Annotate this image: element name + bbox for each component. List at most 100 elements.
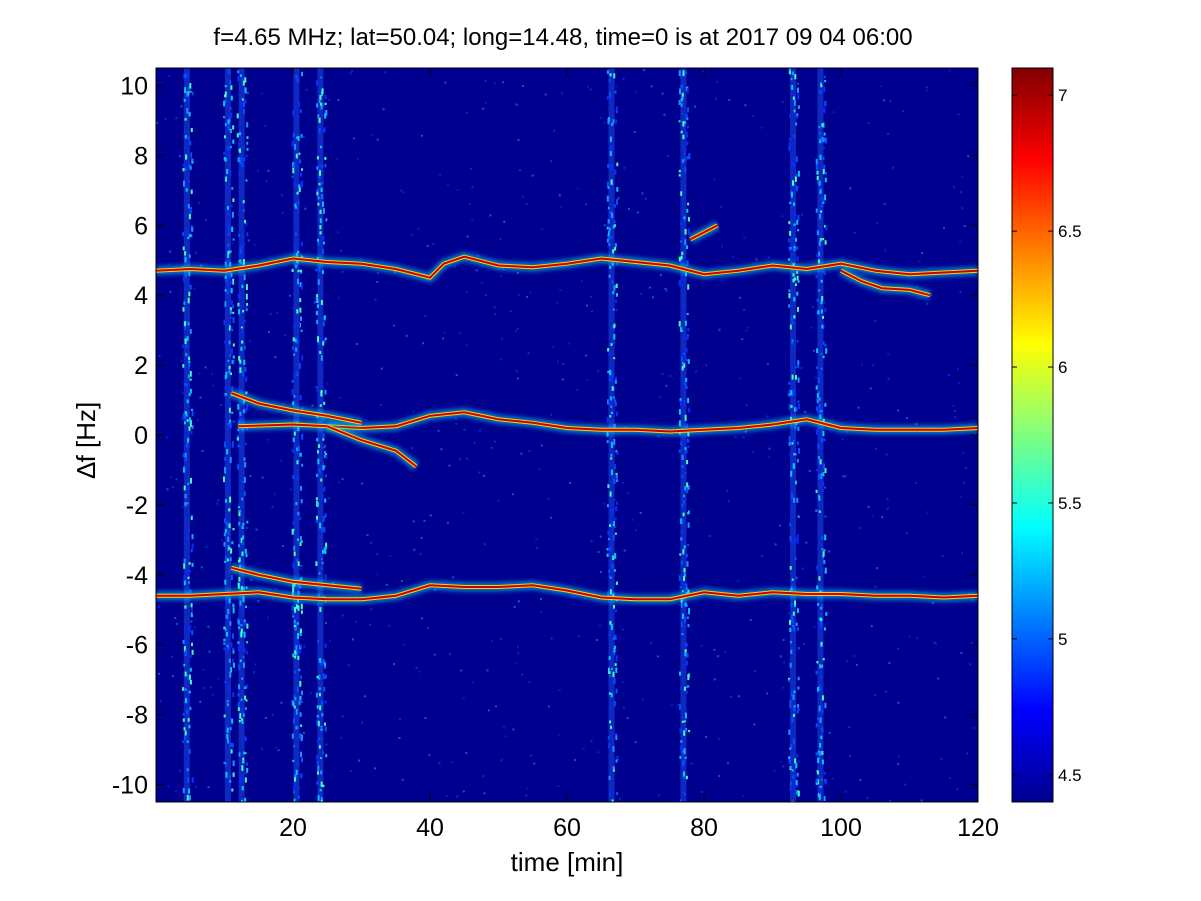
- stripe-speckle: [680, 103, 683, 107]
- background-speckle: [465, 751, 468, 754]
- background-speckle: [274, 356, 277, 359]
- stripe-speckle: [322, 248, 324, 254]
- stripe-speckle: [228, 365, 231, 369]
- background-speckle: [797, 760, 800, 763]
- background-speckle: [781, 215, 784, 218]
- stripe-speckle: [608, 399, 611, 404]
- background-speckle: [727, 762, 730, 765]
- stripe-speckle: [238, 309, 241, 315]
- background-speckle: [482, 107, 485, 110]
- background-speckle: [576, 187, 579, 190]
- stripe-speckle: [242, 559, 245, 564]
- background-speckle: [217, 499, 220, 502]
- background-speckle: [590, 310, 593, 313]
- stripe-speckle: [789, 662, 792, 668]
- background-speckle: [158, 605, 161, 608]
- stripe-speckle: [189, 417, 191, 423]
- background-speckle: [705, 736, 707, 738]
- stripe-speckle: [232, 607, 235, 614]
- stripe-speckle: [793, 388, 796, 395]
- stripe-speckle: [818, 409, 821, 413]
- stripe-speckle: [300, 773, 303, 779]
- stripe-speckle: [687, 202, 690, 206]
- stripe-speckle: [184, 256, 187, 263]
- background-speckle: [515, 103, 518, 106]
- stripe-speckle: [229, 354, 232, 357]
- background-speckle: [599, 571, 602, 573]
- background-speckle: [219, 404, 222, 406]
- background-speckle: [659, 273, 662, 276]
- background-speckle: [845, 660, 848, 663]
- stripe-speckle: [223, 476, 225, 483]
- stripe-speckle: [788, 221, 791, 225]
- stripe-speckle: [244, 442, 247, 446]
- background-speckle: [513, 605, 516, 608]
- background-speckle: [639, 512, 642, 514]
- stripe-speckle: [232, 198, 235, 202]
- stripe-speckle: [246, 141, 249, 145]
- stripe-speckle: [687, 216, 690, 222]
- stripe-speckle: [243, 101, 246, 107]
- stripe-speckle: [187, 576, 190, 579]
- stripe-speckle: [223, 626, 226, 630]
- stripe-speckle: [292, 786, 295, 789]
- stripe-speckle: [795, 122, 798, 126]
- stripe-speckle: [319, 95, 322, 100]
- stripe-speckle: [788, 435, 791, 442]
- stripe-speckle: [232, 633, 234, 639]
- stripe-speckle: [615, 688, 618, 694]
- stripe-speckle: [608, 674, 611, 678]
- background-speckle: [337, 297, 340, 300]
- background-speckle: [820, 352, 823, 355]
- background-speckle: [369, 623, 371, 626]
- background-speckle: [713, 648, 716, 651]
- stripe-speckle: [610, 236, 613, 239]
- stripe-speckle: [823, 270, 826, 274]
- stripe-speckle: [792, 463, 795, 469]
- stripe-speckle: [613, 555, 616, 559]
- stripe-speckle: [815, 489, 818, 493]
- stripe-speckle: [186, 768, 189, 772]
- stripe-speckle: [228, 243, 231, 250]
- stripe-speckle: [184, 641, 187, 647]
- stripe-speckle: [685, 71, 688, 75]
- stripe-speckle: [683, 776, 686, 780]
- stripe-speckle: [317, 795, 320, 801]
- stripe-speckle: [299, 631, 302, 636]
- stripe-speckle: [794, 602, 797, 608]
- stripe-speckle: [614, 517, 617, 521]
- background-speckle: [560, 92, 563, 95]
- stripe-speckle: [189, 83, 192, 89]
- background-speckle: [921, 252, 923, 254]
- background-speckle: [450, 760, 453, 763]
- stripe-speckle: [292, 759, 295, 762]
- stripe-speckle: [684, 121, 686, 124]
- stripe-speckle: [686, 131, 688, 138]
- stripe-speckle: [794, 758, 797, 764]
- stripe-speckle: [244, 462, 247, 468]
- stripe-speckle: [240, 698, 243, 702]
- stripe-speckle: [241, 328, 244, 334]
- stripe-speckle: [187, 72, 190, 78]
- stripe-speckle: [300, 610, 303, 614]
- stripe-speckle: [680, 85, 683, 89]
- stripe-speckle: [187, 699, 190, 703]
- stripe-speckle: [685, 554, 688, 558]
- background-speckle: [553, 129, 556, 132]
- stripe-speckle: [245, 553, 248, 558]
- stripe-speckle: [223, 116, 225, 119]
- stripe-speckle: [683, 749, 686, 751]
- background-speckle: [326, 382, 329, 385]
- stripe-speckle: [319, 522, 322, 529]
- stripe-speckle: [788, 441, 791, 446]
- stripe-speckle: [226, 449, 229, 455]
- stripe-speckle: [824, 403, 827, 407]
- stripe-speckle: [191, 91, 194, 96]
- stripe-speckle: [797, 647, 800, 650]
- background-speckle: [590, 540, 593, 543]
- stripe-speckle: [606, 553, 609, 557]
- x-tick-label: 100: [820, 814, 862, 842]
- stripe-speckle: [680, 98, 683, 102]
- stripe-speckle: [182, 232, 185, 236]
- background-speckle: [717, 655, 720, 658]
